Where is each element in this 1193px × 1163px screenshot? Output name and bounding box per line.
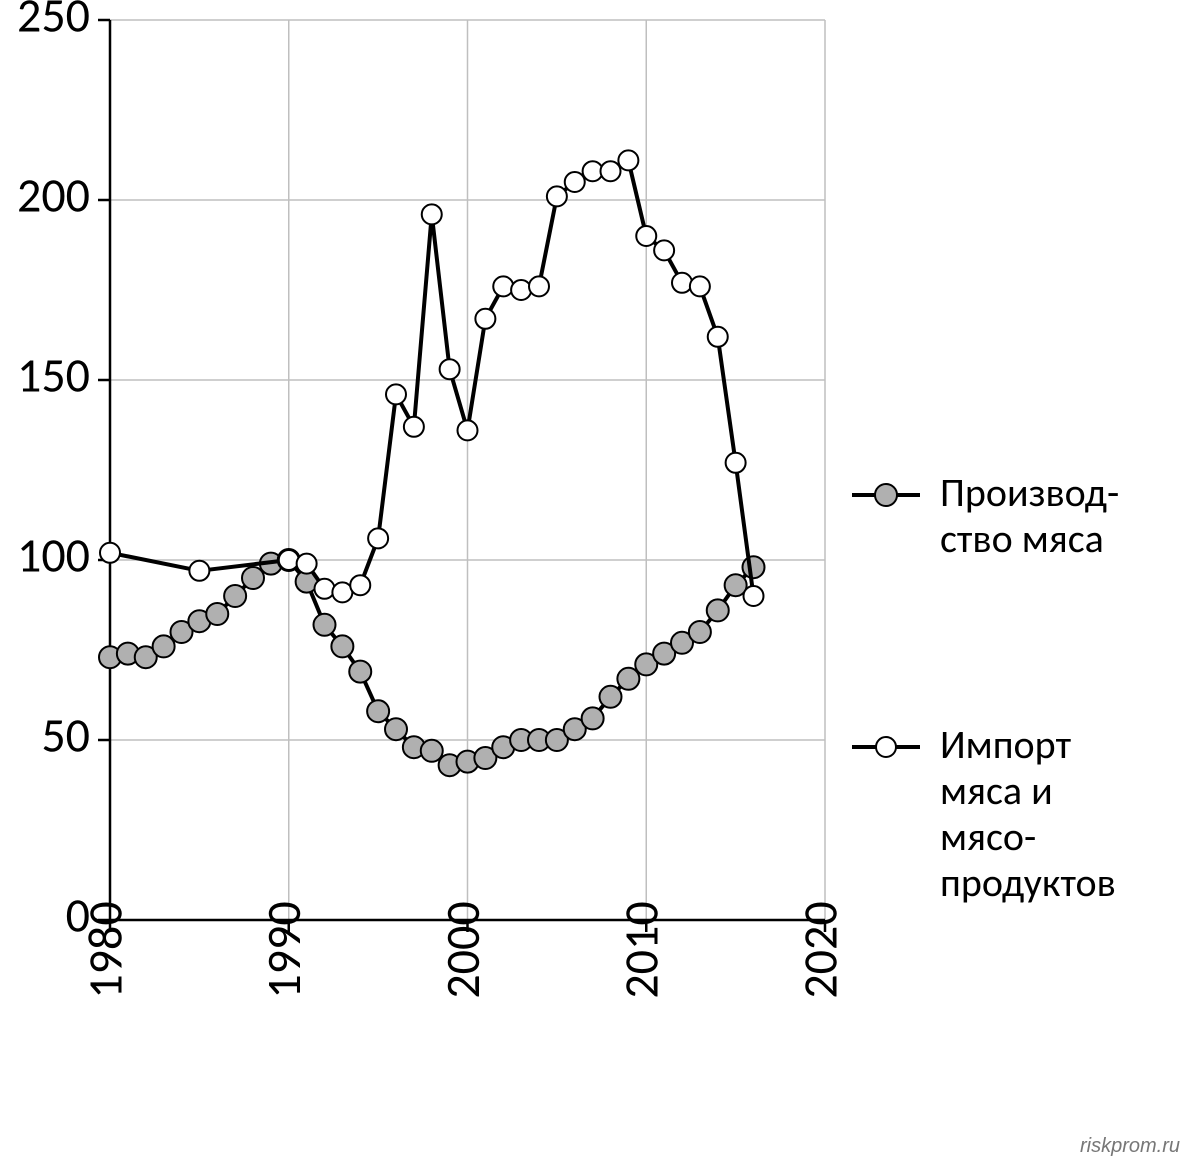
legend-label-import: Импорт мяса и мясо- продуктов [940, 722, 1116, 906]
series-marker-import [618, 150, 638, 170]
series-marker-import [511, 280, 531, 300]
series-marker-production [582, 707, 604, 729]
series-marker-import [189, 561, 209, 581]
series-marker-production [153, 635, 175, 657]
series-marker-import [636, 226, 656, 246]
series-marker-import [726, 453, 746, 473]
series-marker-import [708, 327, 728, 347]
series-marker-production [421, 740, 443, 762]
series-marker-production [743, 556, 765, 578]
series-marker-import [386, 384, 406, 404]
series-marker-import [744, 586, 764, 606]
y-tick-label: 150 [17, 345, 90, 404]
series-marker-production [385, 718, 407, 740]
legend: Производ- ство мяса Импорт мяса и мясо- п… [850, 470, 1119, 906]
series-marker-import [601, 161, 621, 181]
x-tick-label-group: 1990 [254, 901, 313, 998]
x-tick-label-group: 2000 [433, 901, 492, 998]
series-marker-production [206, 603, 228, 625]
series-marker-import [458, 420, 478, 440]
series-marker-production [224, 585, 246, 607]
y-tick-label: 250 [17, 0, 90, 44]
series-marker-production [689, 621, 711, 643]
series-marker-import [690, 276, 710, 296]
series-marker-import [297, 554, 317, 574]
series-marker-production [242, 567, 264, 589]
y-tick-label: 200 [17, 165, 90, 224]
series-marker-production [314, 614, 336, 636]
series-marker-import [279, 550, 299, 570]
series-marker-import [547, 186, 567, 206]
series-marker-production [600, 686, 622, 708]
series-marker-production [349, 661, 371, 683]
y-tick-label: 100 [17, 525, 90, 584]
x-tick-label: 2000 [433, 901, 492, 998]
series-line-import [110, 160, 754, 596]
series-marker-production [617, 668, 639, 690]
series-marker-import [475, 309, 495, 329]
x-tick-label: 2010 [612, 901, 671, 998]
series-marker-production [331, 635, 353, 657]
page: 05010015020025019801990200020102020 Прои… [0, 0, 1193, 1163]
series-marker-import [315, 579, 335, 599]
watermark-text: riskprom.ru [1080, 1135, 1180, 1158]
series-marker-import [672, 273, 692, 293]
x-tick-label: 1980 [75, 901, 134, 998]
legend-label-production: Производ- ство мяса [940, 470, 1119, 562]
x-tick-label-group: 2010 [612, 901, 671, 998]
legend-swatch-production [850, 470, 940, 520]
x-tick-label: 1990 [254, 901, 313, 998]
legend-swatch-import [850, 722, 940, 772]
x-tick-label-group: 2020 [790, 901, 849, 998]
series-marker-import [529, 276, 549, 296]
series-marker-import [368, 528, 388, 548]
series-marker-import [493, 276, 513, 296]
series-marker-import [565, 172, 585, 192]
y-tick-label: 50 [41, 705, 90, 764]
series-marker-import [404, 417, 424, 437]
x-tick-label: 2020 [790, 901, 849, 998]
series-marker-import [422, 204, 442, 224]
legend-entry-production: Производ- ство мяса [850, 470, 1119, 562]
series-marker-import [350, 575, 370, 595]
series-marker-production [707, 599, 729, 621]
series-marker-import [654, 240, 674, 260]
legend-entry-import: Импорт мяса и мясо- продуктов [850, 722, 1119, 906]
series-marker-import [440, 359, 460, 379]
x-tick-label-group: 1980 [75, 901, 134, 998]
series-marker-import [100, 543, 120, 563]
series-marker-production [367, 700, 389, 722]
